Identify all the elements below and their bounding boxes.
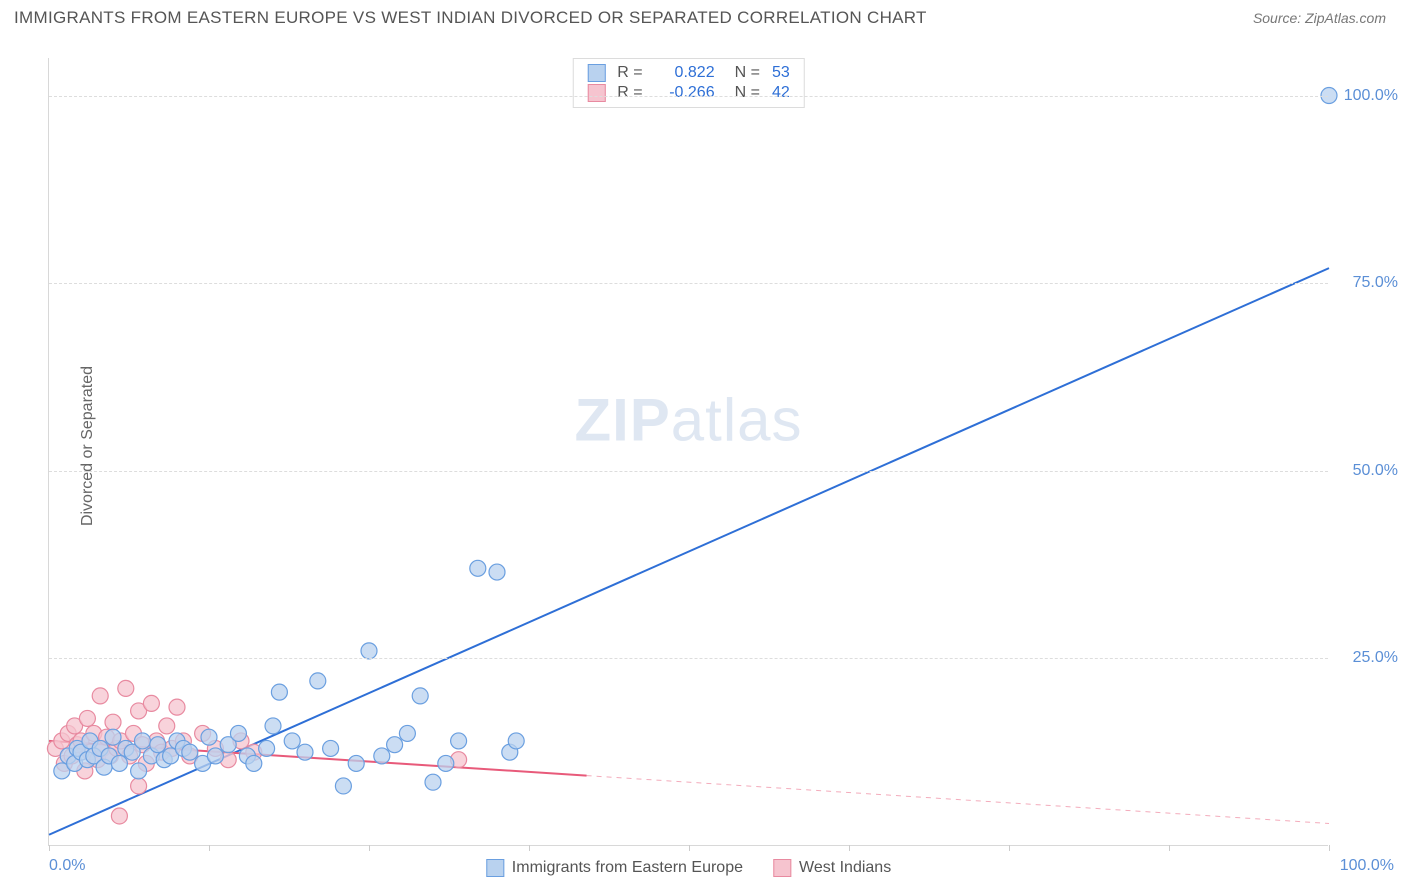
data-point xyxy=(169,699,185,715)
x-axis-max-label: 100.0% xyxy=(1340,857,1394,875)
swatch-blue xyxy=(486,859,504,877)
scatter-svg xyxy=(49,58,1328,845)
chart-plot-area: ZIPatlas R = 0.822 N = 53 R = -0.266 N =… xyxy=(48,58,1328,846)
x-tick xyxy=(209,845,210,851)
data-point xyxy=(105,729,121,745)
y-tick-label: 100.0% xyxy=(1344,87,1398,105)
trend-line xyxy=(49,268,1329,835)
y-tick-label: 25.0% xyxy=(1353,649,1398,667)
data-point xyxy=(150,737,166,753)
data-point xyxy=(265,718,281,734)
data-point xyxy=(111,755,127,771)
x-tick xyxy=(689,845,690,851)
data-point xyxy=(348,755,364,771)
data-point xyxy=(399,725,415,741)
data-point xyxy=(425,774,441,790)
chart-title: IMMIGRANTS FROM EASTERN EUROPE VS WEST I… xyxy=(14,8,927,28)
data-point xyxy=(284,733,300,749)
data-point xyxy=(111,808,127,824)
x-tick xyxy=(1169,845,1170,851)
data-point xyxy=(335,778,351,794)
legend-item-1: Immigrants from Eastern Europe xyxy=(486,859,743,877)
series-legend: Immigrants from Eastern Europe West Indi… xyxy=(486,859,891,877)
data-point xyxy=(201,729,217,745)
data-point xyxy=(134,733,150,749)
data-point xyxy=(451,733,467,749)
legend-item-2: West Indians xyxy=(773,859,891,877)
grid-line xyxy=(49,658,1328,659)
data-point xyxy=(489,564,505,580)
x-tick xyxy=(369,845,370,851)
data-point xyxy=(230,725,246,741)
data-point xyxy=(323,740,339,756)
data-point xyxy=(105,714,121,730)
data-point xyxy=(131,778,147,794)
source-attribution: Source: ZipAtlas.com xyxy=(1253,10,1386,26)
x-tick xyxy=(529,845,530,851)
data-point xyxy=(118,680,134,696)
data-point xyxy=(143,695,159,711)
data-point xyxy=(387,737,403,753)
data-point xyxy=(159,718,175,734)
x-tick xyxy=(1009,845,1010,851)
data-point xyxy=(508,733,524,749)
x-tick xyxy=(1329,845,1330,851)
data-point xyxy=(182,744,198,760)
y-tick-label: 75.0% xyxy=(1353,274,1398,292)
x-tick xyxy=(849,845,850,851)
data-point xyxy=(271,684,287,700)
data-point xyxy=(438,755,454,771)
grid-line xyxy=(49,471,1328,472)
y-tick-label: 50.0% xyxy=(1353,462,1398,480)
data-point xyxy=(259,740,275,756)
data-point xyxy=(310,673,326,689)
trend-line-dashed xyxy=(587,776,1329,824)
data-point xyxy=(92,688,108,704)
data-point xyxy=(470,560,486,576)
grid-line xyxy=(49,283,1328,284)
data-point xyxy=(246,755,262,771)
grid-line xyxy=(49,96,1328,97)
data-point xyxy=(207,748,223,764)
data-point xyxy=(79,710,95,726)
data-point xyxy=(412,688,428,704)
swatch-pink xyxy=(773,859,791,877)
data-point xyxy=(361,643,377,659)
x-tick xyxy=(49,845,50,851)
data-point xyxy=(131,763,147,779)
x-axis-min-label: 0.0% xyxy=(49,857,85,875)
data-point xyxy=(297,744,313,760)
data-point xyxy=(374,748,390,764)
